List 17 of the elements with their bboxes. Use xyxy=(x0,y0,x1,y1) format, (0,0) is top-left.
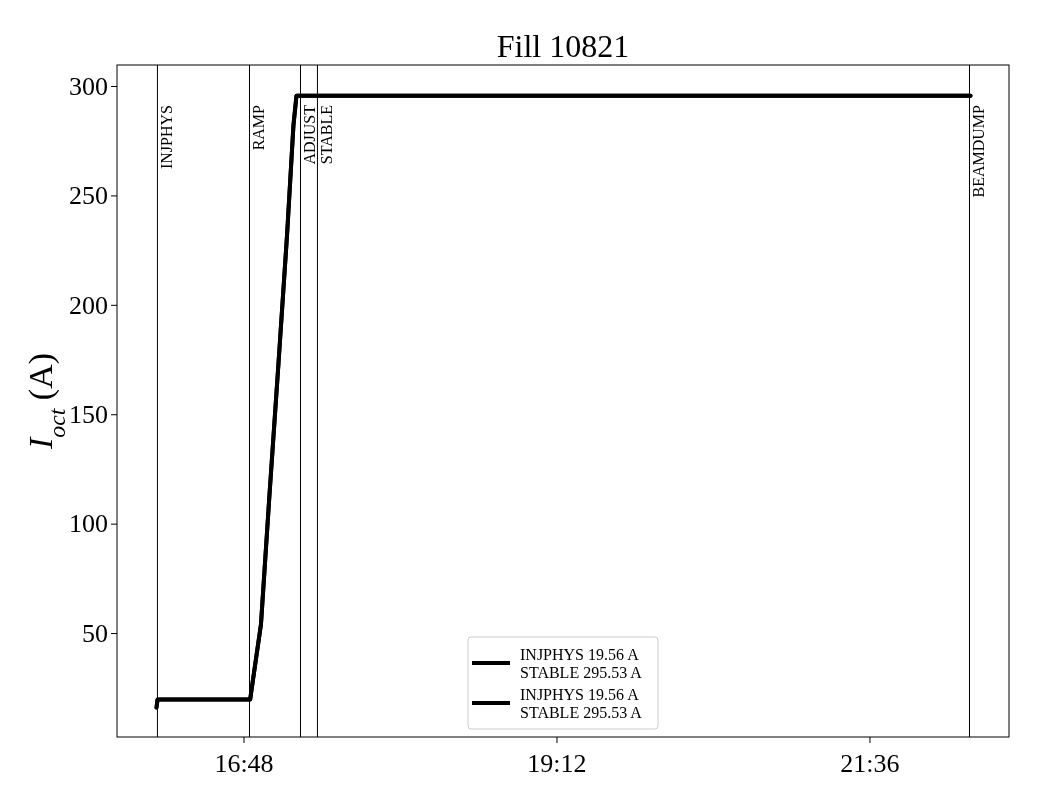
y-tick-label: 150 xyxy=(69,400,108,430)
legend-label: INJPHYS 19.56 A STABLE 295.53 A xyxy=(520,646,643,681)
legend-label: INJPHYS 19.56 A STABLE 295.53 A xyxy=(520,686,643,721)
y-tick-label: 100 xyxy=(69,509,108,539)
chart-title: Fill 10821 xyxy=(496,28,630,64)
y-tick-label: 300 xyxy=(69,71,108,101)
y-tick-label: 50 xyxy=(82,618,108,648)
x-tick-label: 19:12 xyxy=(527,749,587,778)
y-tick-label: 250 xyxy=(69,181,108,211)
ref-line-label: INJPHYS xyxy=(157,105,175,170)
ref-line-label: RAMP xyxy=(249,104,267,151)
y-tick-label: 200 xyxy=(69,290,108,320)
ref-line-label: STABLE xyxy=(317,105,335,165)
ref-line-label: BEAMDUMP xyxy=(969,104,987,198)
ref-line-label: ADJUST xyxy=(300,104,318,165)
x-tick-label: 16:48 xyxy=(214,749,274,778)
x-tick-label: 21:36 xyxy=(840,749,900,778)
